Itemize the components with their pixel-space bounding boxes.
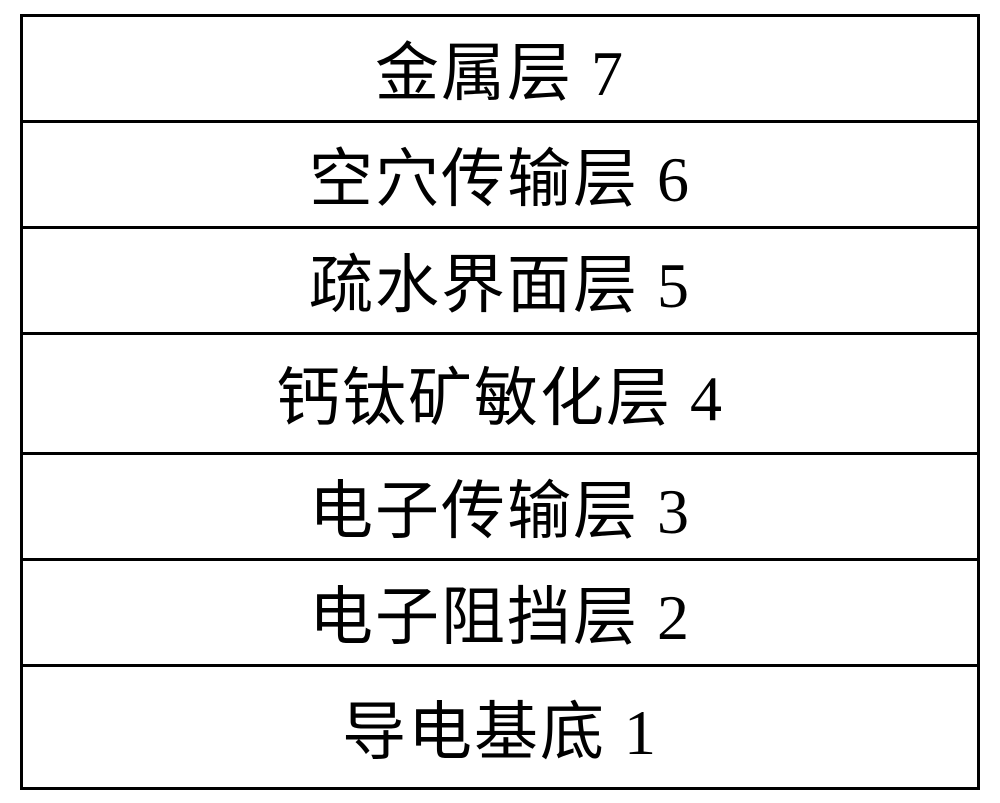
layer-row: 电子传输层 3	[23, 455, 977, 561]
layer-row: 空穴传输层 6	[23, 123, 977, 229]
layer-row: 钙钛矿敏化层 4	[23, 335, 977, 455]
layer-label: 空穴传输层 6	[309, 128, 691, 220]
layer-row: 导电基底 1	[23, 667, 977, 787]
layer-label: 钙钛矿敏化层 4	[276, 347, 724, 439]
layer-label: 电子阻挡层 2	[309, 566, 691, 658]
layer-label: 金属层 7	[375, 22, 625, 114]
layer-label: 导电基底 1	[342, 681, 658, 773]
layer-row: 疏水界面层 5	[23, 229, 977, 335]
layer-stack-diagram: 金属层 7 空穴传输层 6 疏水界面层 5 钙钛矿敏化层 4 电子传输层 3 电…	[20, 14, 980, 790]
layer-label: 电子传输层 3	[309, 460, 691, 552]
layer-row: 金属层 7	[23, 17, 977, 123]
layer-label: 疏水界面层 5	[309, 234, 691, 326]
layer-row: 电子阻挡层 2	[23, 561, 977, 667]
